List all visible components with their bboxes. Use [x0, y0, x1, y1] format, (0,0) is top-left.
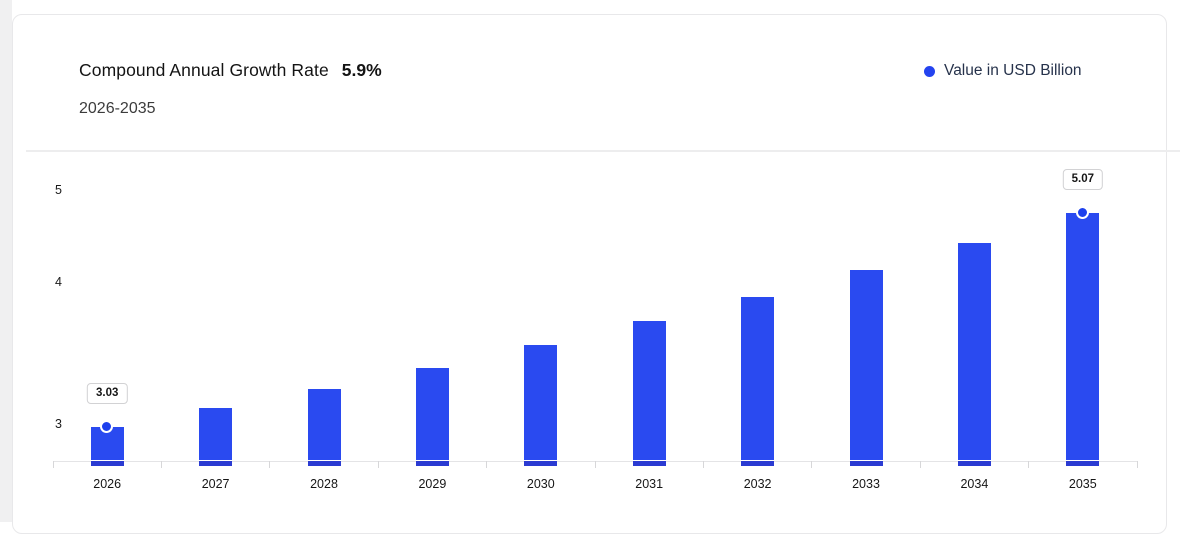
x-axis-label-2032: 2032 — [743, 477, 772, 491]
legend-label: Value in USD Billion — [944, 62, 1082, 79]
legend-dot-icon — [924, 65, 935, 77]
data-point-marker-2035 — [1075, 206, 1089, 220]
x-axis-label-2028: 2028 — [310, 477, 338, 491]
bar-base-2033 — [849, 461, 883, 467]
bar-base-2028 — [307, 461, 341, 467]
bar-base-2032 — [741, 461, 775, 467]
y-axis-label-5: 5 — [55, 183, 62, 197]
bar-base-2035 — [1066, 461, 1100, 467]
legend-item[interactable]: Value in USD Billion — [924, 60, 1082, 82]
data-label-2035: 5.07 — [1062, 169, 1103, 191]
bar-base-2029 — [415, 461, 449, 467]
data-point-marker-2026 — [100, 420, 114, 434]
x-axis-tick — [486, 461, 488, 468]
bar-chart: 5 4 3 2026 3.03 2027 2028 2029 2030 2031 2032 2033 2… — [52, 169, 1138, 491]
x-axis-tick — [377, 461, 379, 468]
x-axis-tick — [919, 461, 921, 468]
x-axis-tick — [594, 461, 596, 468]
bar-base-2034 — [957, 461, 991, 467]
bar-2032[interactable] — [741, 297, 775, 460]
bar-base-2026 — [90, 461, 124, 467]
chart-title: Compound Annual Growth Rate — [79, 60, 329, 80]
x-axis-label-2031: 2031 — [635, 477, 664, 491]
bar-2033[interactable] — [849, 269, 883, 460]
x-axis-label-2030: 2030 — [526, 477, 555, 491]
x-axis-label-2035: 2035 — [1068, 477, 1097, 491]
x-axis-tick — [160, 461, 162, 468]
x-axis-tick — [702, 461, 704, 468]
x-axis-label-2027: 2027 — [201, 477, 230, 491]
bar-base-2027 — [199, 461, 233, 467]
x-axis-label-2029: 2029 — [418, 477, 447, 491]
chart-period: 2026-2035 — [79, 100, 156, 117]
bar-2029[interactable] — [415, 367, 449, 460]
x-axis-label-2026: 2026 — [93, 477, 122, 491]
bar-2034[interactable] — [957, 242, 991, 460]
bar-base-2030 — [524, 461, 558, 467]
chart-header: Compound Annual Growth Rate 5.9% — [79, 57, 382, 83]
y-axis-label-3: 3 — [55, 417, 62, 431]
bar-2031[interactable] — [632, 321, 666, 460]
bar-2030[interactable] — [524, 345, 558, 460]
y-axis-label-4: 4 — [55, 275, 62, 289]
bar-2035[interactable] — [1066, 213, 1100, 460]
cagr-value: 5.9% — [341, 60, 382, 80]
bar-2028[interactable] — [307, 388, 341, 460]
x-axis-label-2034: 2034 — [960, 477, 989, 491]
x-axis-tick — [1136, 461, 1138, 468]
x-axis-tick — [811, 461, 813, 468]
bar-2027[interactable] — [199, 408, 233, 460]
page-background-strip — [0, 0, 12, 522]
x-axis-tick — [269, 461, 271, 468]
x-axis-label-2033: 2033 — [852, 477, 880, 491]
x-axis-tick — [1028, 461, 1030, 468]
x-axis-tick — [52, 461, 54, 468]
header-divider — [26, 150, 1180, 152]
bar-base-2031 — [632, 461, 666, 467]
data-label-2026: 3.03 — [86, 383, 128, 405]
